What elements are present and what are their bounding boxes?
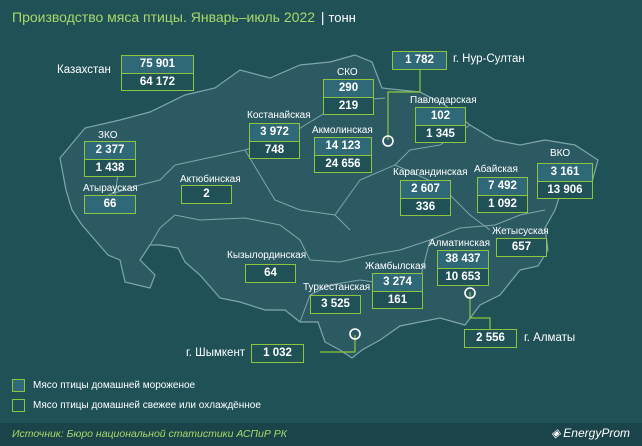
source-text: Источник: Бюро национальной статистики А…: [12, 428, 287, 440]
abay-label: Абайская: [474, 164, 518, 175]
zko-fresh: 1 438: [85, 159, 135, 176]
title-separator: |: [320, 9, 325, 25]
kazakhstan-label: Казахстан: [57, 64, 111, 76]
zhambyl-fresh: 161: [373, 291, 422, 308]
almaty-city-label: г. Алматы: [524, 332, 576, 344]
akmola-frozen: 14 123: [315, 138, 371, 155]
aktobe-label: Актюбинская: [180, 174, 241, 185]
zhetysu-label: Жетысуская: [492, 226, 549, 237]
akmola-label: Акмолинская: [312, 125, 373, 136]
atyrau-frozen: 66: [85, 196, 135, 213]
kazakhstan-frozen: 75 901: [122, 56, 193, 73]
kostanay-label: Костанайская: [247, 110, 311, 121]
sko-frozen: 290: [324, 80, 373, 97]
karaganda-box: 2 607 336: [400, 180, 451, 216]
zko-frozen: 2 377: [85, 142, 135, 159]
turkestan-label: Туркестанская: [303, 282, 371, 293]
almaty-city-box: 2 556: [464, 329, 517, 348]
shymkent-label: г. Шымкент: [186, 347, 246, 359]
sko-fresh: 219: [324, 97, 373, 114]
zko-label: ЗКО: [98, 130, 118, 141]
pavlodar-frozen: 102: [416, 108, 465, 125]
brand-logo: ◈ EnergyProm: [551, 426, 630, 440]
almaty-region-label: Алматинская: [429, 238, 490, 249]
legend-fresh-swatch: [12, 399, 25, 412]
legend-frozen-label: Мясо птицы домашней мороженое: [33, 380, 196, 391]
nursultan-frozen: 1 782: [393, 52, 446, 69]
kyzylorda-fresh: 64: [246, 265, 295, 282]
atyrau-label: Атырауская: [83, 183, 138, 194]
kostanay-fresh: 748: [250, 141, 299, 158]
title-unit: тонн: [328, 10, 356, 25]
shymkent-box: 1 032: [251, 344, 304, 363]
nursultan-box: 1 782: [392, 51, 447, 70]
zhambyl-box: 3 274 161: [372, 273, 423, 309]
zhetysu-box: 657: [496, 238, 547, 257]
legend-fresh-label: Мясо птицы домашней свежее или охлаждённ…: [33, 400, 261, 411]
logo-text: EnergyProm: [563, 426, 630, 440]
title-text: Производство мяса птицы. Январь–июль 202…: [12, 9, 316, 25]
city-markers: [349, 135, 476, 340]
zhetysu-fresh: 657: [497, 239, 546, 256]
nursultan-label: г. Нур-Султан: [453, 53, 525, 65]
turkestan-box: 3 525: [310, 295, 361, 314]
energyprom-logo-icon: ◈: [551, 426, 561, 440]
kazakhstan-box: 75 901 64 172: [121, 55, 194, 91]
karaganda-label: Карагандинская: [393, 167, 468, 178]
sko-label: СКО: [337, 67, 358, 78]
pavlodar-label: Павлодарская: [410, 95, 477, 106]
legend-frozen-swatch: [12, 379, 25, 392]
leader-lines: [320, 67, 491, 353]
vko-box: 3 161 13 906: [537, 163, 593, 199]
vko-frozen: 3 161: [538, 164, 592, 181]
vko-label: ВКО: [550, 148, 571, 159]
zko-box: 2 377 1 438: [84, 141, 136, 177]
karaganda-fresh: 336: [401, 198, 450, 215]
aktobe-fresh: 2: [182, 186, 231, 203]
atyrau-box: 66: [84, 195, 136, 214]
almaty-region-box: 38 437 10 653: [437, 250, 489, 286]
almaty-city-fresh: 2 556: [465, 330, 516, 347]
almaty-region-frozen: 38 437: [438, 251, 488, 268]
pavlodar-fresh: 1 345: [416, 125, 465, 142]
kazakhstan-fresh: 64 172: [122, 73, 193, 90]
karaganda-frozen: 2 607: [401, 181, 450, 198]
almaty-region-fresh: 10 653: [438, 268, 488, 285]
turkestan-fresh: 3 525: [311, 296, 360, 313]
aktobe-box: 2: [181, 185, 232, 204]
sko-box: 290 219: [323, 79, 374, 115]
abay-fresh: 1 092: [478, 195, 527, 212]
abay-box: 7 492 1 092: [477, 177, 528, 213]
akmola-box: 14 123 24 656: [314, 137, 372, 173]
akmola-fresh: 24 656: [315, 155, 371, 172]
pavlodar-box: 102 1 345: [415, 107, 466, 143]
footer: Источник: Бюро национальной статистики А…: [0, 423, 642, 446]
kyzylorda-label: Кызылординская: [227, 250, 307, 261]
zhambyl-frozen: 3 274: [373, 274, 422, 291]
kostanay-box: 3 972 748: [249, 123, 300, 159]
vko-fresh: 13 906: [538, 181, 592, 198]
abay-frozen: 7 492: [478, 178, 527, 195]
page-title: Производство мяса птицы. Январь–июль 202…: [12, 9, 356, 25]
zhambyl-label: Жамбылская: [365, 261, 426, 272]
kyzylorda-box: 64: [245, 264, 296, 283]
shymkent-fresh: 1 032: [252, 345, 303, 362]
kostanay-frozen: 3 972: [250, 124, 299, 141]
